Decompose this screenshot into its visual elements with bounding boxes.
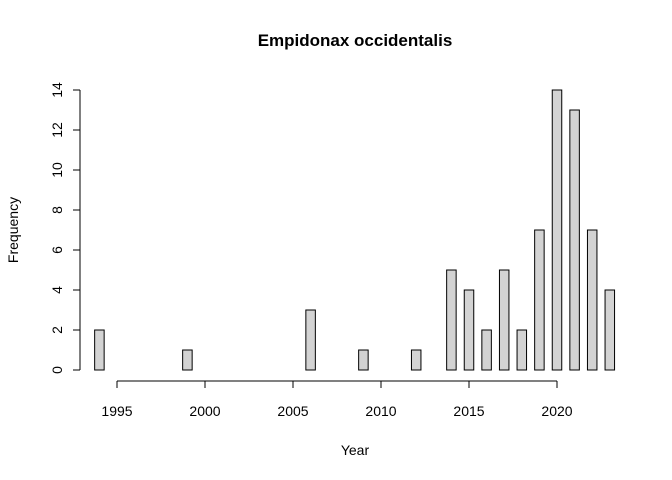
y-tick-label: 8 <box>49 206 65 214</box>
bar-2015 <box>463 289 475 371</box>
y-tick-label: 14 <box>49 82 65 98</box>
bar-2006 <box>305 309 316 371</box>
y-axis-label: Frequency <box>5 197 21 263</box>
bar-1999 <box>182 349 193 371</box>
x-tick-label: 2005 <box>277 403 308 419</box>
bar-2009 <box>358 349 369 371</box>
y-tick-label: 2 <box>49 326 65 334</box>
x-tick-label: 2010 <box>365 403 396 419</box>
chart-title: Empidonax occidentalis <box>258 31 453 50</box>
y-tick-label: 0 <box>49 366 65 374</box>
x-tick-label: 1995 <box>101 403 132 419</box>
y-tick-label: 6 <box>49 246 65 254</box>
bars-group <box>94 89 616 371</box>
bar-2020 <box>551 89 563 371</box>
bar-2018 <box>516 329 528 371</box>
x-tick-label: 2020 <box>541 403 572 419</box>
y-axis: 0 2 4 6 8 10 12 14 <box>49 82 81 374</box>
bar-2022 <box>586 229 598 371</box>
bar-2023 <box>604 289 616 371</box>
x-axis: 1995 2000 2005 2010 2015 2020 <box>101 380 573 419</box>
x-tick-label: 2015 <box>453 403 484 419</box>
bar-2012 <box>410 349 422 371</box>
bar-1994 <box>94 329 105 371</box>
bar-2021 <box>569 109 580 371</box>
x-tick-label: 2000 <box>189 403 220 419</box>
bar-2016 <box>481 329 492 371</box>
y-tick-label: 10 <box>49 162 65 178</box>
bar-2017 <box>498 269 510 371</box>
bar-2019 <box>534 229 545 371</box>
bar-2014 <box>446 269 457 371</box>
y-tick-label: 12 <box>49 122 65 138</box>
y-tick-label: 4 <box>49 286 65 294</box>
x-axis-label: Year <box>341 442 370 458</box>
